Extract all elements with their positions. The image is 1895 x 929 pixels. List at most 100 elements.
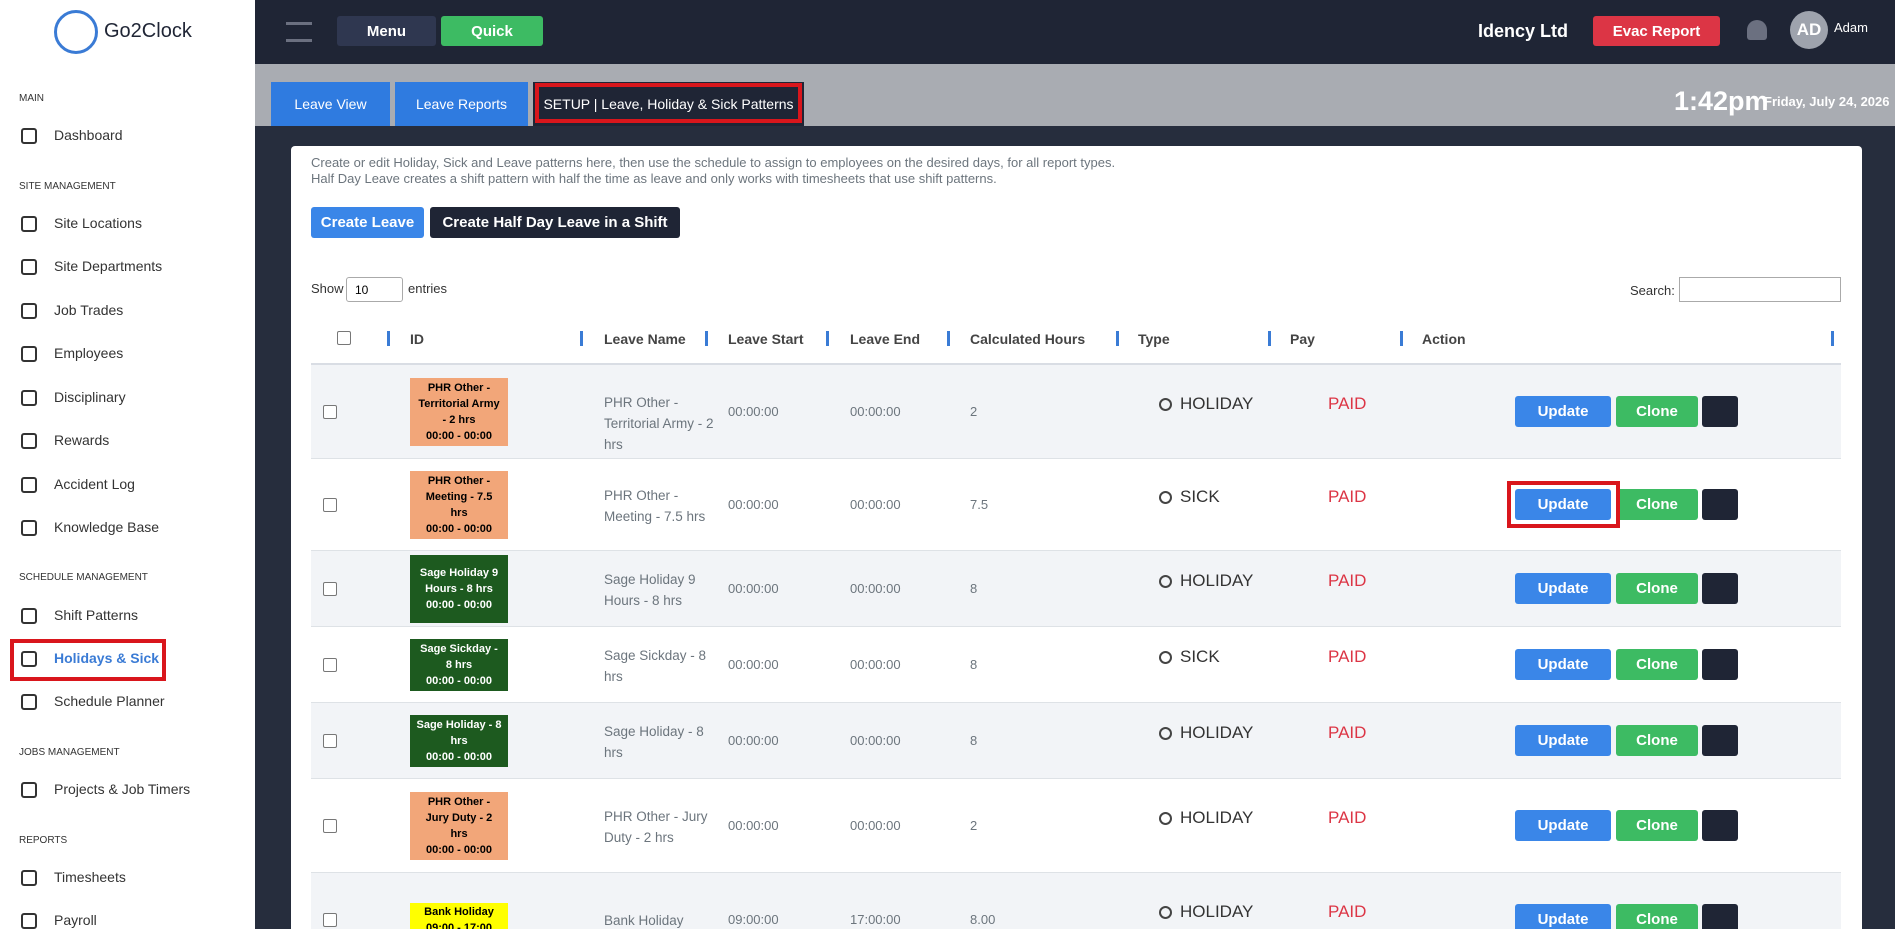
leave-name: Sage Holiday - 8 hrs (604, 724, 704, 760)
update-button[interactable]: Update (1515, 725, 1611, 756)
nav-item[interactable]: Dashboard (54, 127, 123, 143)
page-size-select[interactable]: 10 (346, 277, 403, 302)
nav-item[interactable]: Site Departments (54, 258, 163, 274)
leave-end: 00:00:00 (850, 497, 901, 512)
nav-item[interactable]: Employees (54, 345, 124, 361)
bell[interactable] (1747, 20, 1767, 40)
row-checkbox[interactable] (323, 658, 337, 672)
leave-type: HOLIDAY (1180, 571, 1254, 590)
badge-line: PHR Other - Meeting - 7.5 hrs (425, 475, 493, 519)
clone-button[interactable]: Clone (1616, 649, 1698, 680)
clone-button[interactable]: Clone (1616, 396, 1698, 427)
nav-item[interactable]: Disciplinary (54, 389, 126, 405)
delete-button[interactable] (1702, 810, 1738, 841)
delete-button[interactable] (1702, 573, 1738, 604)
update-button[interactable]: Update (1515, 573, 1611, 604)
column-header[interactable]: ID (410, 331, 424, 347)
delete-button[interactable] (1702, 396, 1738, 427)
delete-button[interactable] (1702, 725, 1738, 756)
tab[interactable]: Leave View (271, 82, 390, 126)
badge-line: 09:00 - 17:00 (425, 922, 493, 929)
nav-icon (21, 433, 37, 449)
row-checkbox[interactable] (323, 734, 337, 748)
clock-date: Friday, July 24, 2026 (1764, 94, 1890, 109)
column-header[interactable]: Leave Name (604, 331, 686, 347)
evac-button[interactable]: Evac Report (1593, 16, 1720, 46)
sort-icon (1116, 331, 1119, 346)
nav-icon (21, 259, 37, 275)
sidebar-heading: SITE MANAGEMENT (19, 181, 116, 192)
quick-button[interactable]: Quick (441, 16, 543, 46)
sort-icon (580, 331, 583, 346)
calculated-hours: 7.5 (970, 497, 989, 512)
menu-button[interactable]: Menu (337, 16, 436, 46)
nav-item[interactable]: Projects & Job Timers (54, 781, 191, 797)
brand: Go2Clock (104, 20, 192, 42)
clone-button[interactable]: Clone (1616, 725, 1698, 756)
nav-item[interactable]: Rewards (54, 432, 110, 448)
clone-button[interactable]: Clone (1616, 904, 1698, 929)
clone-button[interactable]: Clone (1616, 810, 1698, 841)
update-button[interactable]: Update (1515, 396, 1611, 427)
clone-button[interactable]: Clone (1616, 573, 1698, 604)
row-checkbox[interactable] (323, 405, 337, 419)
update-button[interactable]: Update (1515, 904, 1611, 929)
column-header[interactable]: Calculated Hours (970, 331, 1086, 347)
sidebar (0, 0, 255, 929)
nav-item[interactable]: Schedule Planner (54, 693, 165, 709)
tab[interactable]: Leave Reports (395, 82, 528, 126)
sort-icon (947, 331, 950, 346)
nav-item[interactable]: Holidays & Sick (54, 650, 160, 666)
delete-button[interactable] (1702, 649, 1738, 680)
select-all-checkbox[interactable] (337, 331, 351, 345)
update-button[interactable]: Update (1515, 810, 1611, 841)
badge-line: Sage Holiday - 8 hrs (416, 719, 502, 747)
update-button[interactable]: Update (1515, 649, 1611, 680)
nav-icon (21, 520, 37, 536)
create-half-day-button[interactable]: Create Half Day Leave in a Shift (430, 207, 680, 238)
table-row (311, 551, 1841, 627)
row-checkbox[interactable] (323, 913, 337, 927)
search-input[interactable] (1679, 277, 1841, 302)
badge-line: 00:00 - 00:00 (425, 675, 493, 687)
badge: Sage Holiday 9 Hours - 8 hrs 00:00 - 00:0… (410, 555, 508, 623)
row-checkbox[interactable] (323, 819, 337, 833)
leave-start: 00:00:00 (728, 733, 779, 748)
clone-button[interactable]: Clone (1616, 489, 1698, 520)
avatar[interactable]: AD (1790, 11, 1828, 49)
nav-item[interactable]: Payroll (54, 912, 97, 928)
update-highlight (1507, 481, 1620, 528)
user-name[interactable]: Adam (1834, 20, 1868, 35)
nav-icon (21, 346, 37, 362)
row-checkbox[interactable] (323, 582, 337, 596)
badge: PHR Other - Meeting - 7.5 hrs 00:00 - 00:… (410, 471, 508, 539)
leave-type: SICK (1180, 647, 1220, 666)
row-checkbox[interactable] (323, 498, 337, 512)
delete-button[interactable] (1702, 489, 1738, 520)
tab[interactable]: SETUP | Leave, Holiday & Sick Patterns (533, 82, 804, 126)
column-header[interactable]: Action (1422, 331, 1466, 347)
nav-icon (21, 608, 37, 624)
nav-item[interactable]: Accident Log (54, 476, 135, 492)
calculated-hours: 2 (970, 818, 978, 833)
column-header[interactable]: Pay (1290, 331, 1315, 347)
nav-item[interactable]: Site Locations (54, 215, 142, 231)
column-header[interactable]: Type (1138, 331, 1170, 347)
update-button[interactable]: Update (1515, 489, 1611, 520)
sort-icon (1268, 331, 1271, 346)
create-leave-button[interactable]: Create Leave (311, 207, 424, 238)
nav-item[interactable]: Knowledge Base (54, 519, 160, 535)
badge: PHR Other - Jury Duty - 2 hrs 00:00 - 00:… (410, 792, 508, 860)
delete-button[interactable] (1702, 904, 1738, 929)
column-header[interactable]: Leave Start (728, 331, 804, 347)
type-icon (1159, 906, 1172, 919)
nav-icon (21, 477, 37, 493)
nav-item[interactable]: Shift Patterns (54, 607, 139, 623)
badge-line: Bank Holiday (424, 906, 494, 918)
nav-icon (21, 870, 37, 886)
pay-status: PAID (1328, 487, 1367, 506)
column-header[interactable]: Leave End (850, 331, 921, 347)
nav-item[interactable]: Job Trades (54, 302, 124, 318)
leave-start: 00:00:00 (728, 497, 779, 512)
nav-item[interactable]: Timesheets (54, 869, 126, 885)
